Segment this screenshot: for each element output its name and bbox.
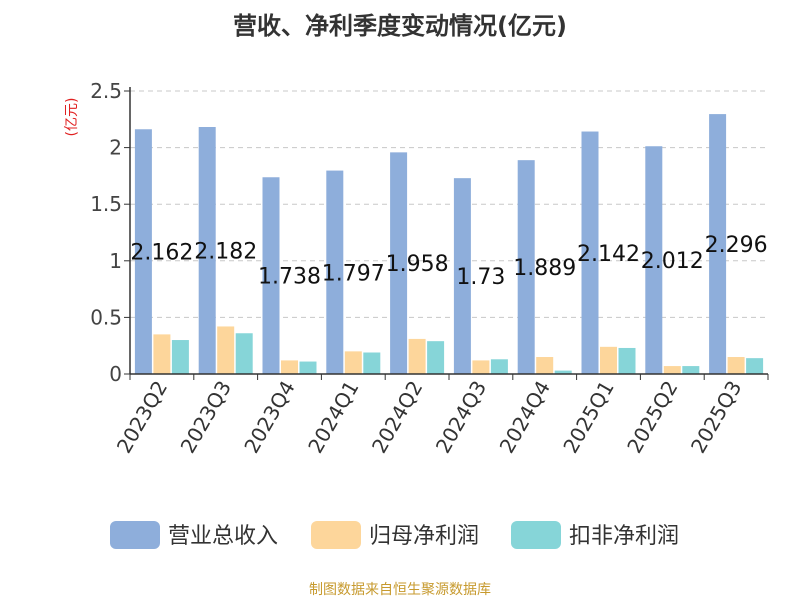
bar [408, 338, 426, 374]
bar [645, 146, 663, 374]
bar [134, 129, 152, 374]
data-label: 2.142 [577, 242, 640, 267]
x-tick-label: 2023Q4 [239, 377, 299, 458]
bar [472, 360, 490, 374]
bar [171, 340, 189, 374]
bar [326, 170, 344, 374]
bar [709, 114, 727, 374]
bar [536, 357, 554, 374]
y-tick-label: 1.5 [90, 192, 122, 216]
bar [663, 366, 681, 374]
y-tick-label: 2.5 [90, 79, 122, 103]
data-label: 2.182 [194, 239, 257, 264]
bar [727, 357, 745, 374]
bar [517, 160, 535, 374]
bar [363, 352, 381, 374]
y-axis-label: (亿元) [64, 98, 80, 137]
data-label: 2.296 [705, 233, 768, 258]
bar [746, 358, 764, 374]
data-label: 1.797 [322, 261, 385, 286]
x-tick-label: 2024Q1 [303, 377, 363, 458]
data-label: 2.162 [130, 241, 193, 266]
x-tick-label: 2023Q3 [176, 377, 236, 458]
bar [600, 346, 617, 374]
legend-swatch [511, 521, 561, 549]
legend-swatch [311, 521, 361, 549]
bar [453, 178, 471, 374]
data-label: 1.738 [258, 265, 321, 290]
bar [217, 326, 235, 374]
data-label: 1.889 [513, 256, 576, 281]
x-tick-label: 2024Q2 [367, 377, 427, 458]
x-tick-label: 2024Q4 [495, 377, 555, 458]
bar [281, 360, 298, 374]
bar [390, 152, 408, 374]
source-note: 制图数据来自恒生聚源数据库 [309, 582, 491, 598]
bar [682, 366, 700, 374]
bar [554, 370, 572, 374]
x-tick-label: 2025Q1 [558, 377, 618, 458]
bar [299, 361, 317, 374]
legend-label: 归母净利润 [369, 524, 479, 549]
bar [490, 359, 508, 374]
data-label: 1.73 [456, 265, 505, 290]
bar [344, 351, 362, 374]
x-tick-label: 2023Q2 [112, 377, 172, 458]
legend-label: 扣非净利润 [569, 524, 679, 549]
y-tick-label: 0 [109, 362, 122, 386]
bar [262, 177, 280, 374]
bar [198, 126, 216, 375]
x-tick-label: 2025Q2 [622, 377, 682, 458]
y-tick-label: 0.5 [90, 305, 122, 329]
x-tick-label: 2024Q3 [431, 377, 491, 458]
y-tick-label: 1 [109, 249, 122, 273]
data-label: 1.958 [386, 252, 449, 277]
bar [235, 333, 253, 374]
y-tick-label: 2 [109, 136, 122, 160]
chart-title: 营收、净利季度变动情况(亿元) [233, 12, 567, 40]
bar [618, 347, 636, 374]
legend-label: 营业总收入 [168, 524, 278, 549]
data-label: 2.012 [641, 249, 704, 274]
bar [581, 131, 599, 374]
legend-swatch [110, 521, 160, 549]
x-tick-label: 2025Q3 [686, 377, 746, 458]
bar [427, 341, 445, 374]
bar [153, 334, 171, 374]
